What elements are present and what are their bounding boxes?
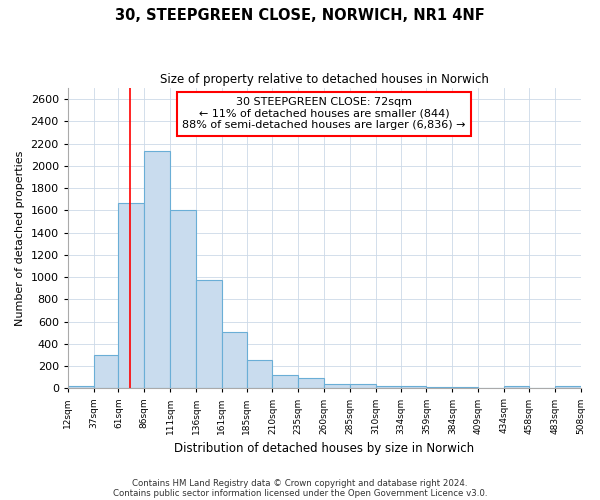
Text: Contains public sector information licensed under the Open Government Licence v3: Contains public sector information licen… — [113, 488, 487, 498]
Bar — [376, 386, 401, 388]
Y-axis label: Number of detached properties: Number of detached properties — [15, 150, 25, 326]
Bar — [196, 280, 222, 388]
Bar — [298, 378, 324, 388]
Bar — [68, 386, 94, 388]
Bar — [247, 360, 272, 388]
Bar — [427, 387, 452, 388]
Bar — [324, 384, 350, 388]
Text: 30, STEEPGREEN CLOSE, NORWICH, NR1 4NF: 30, STEEPGREEN CLOSE, NORWICH, NR1 4NF — [115, 8, 485, 22]
Bar — [145, 152, 170, 388]
Bar — [350, 384, 376, 388]
Bar — [554, 386, 581, 388]
Bar — [118, 202, 145, 388]
Text: 30 STEEPGREEN CLOSE: 72sqm
← 11% of detached houses are smaller (844)
88% of sem: 30 STEEPGREEN CLOSE: 72sqm ← 11% of deta… — [182, 97, 466, 130]
Bar — [94, 356, 118, 388]
Text: Contains HM Land Registry data © Crown copyright and database right 2024.: Contains HM Land Registry data © Crown c… — [132, 478, 468, 488]
Bar — [504, 386, 529, 388]
Bar — [222, 332, 247, 388]
Bar — [272, 375, 298, 388]
X-axis label: Distribution of detached houses by size in Norwich: Distribution of detached houses by size … — [174, 442, 474, 455]
Bar — [170, 210, 196, 388]
Bar — [401, 386, 427, 388]
Title: Size of property relative to detached houses in Norwich: Size of property relative to detached ho… — [160, 72, 488, 86]
